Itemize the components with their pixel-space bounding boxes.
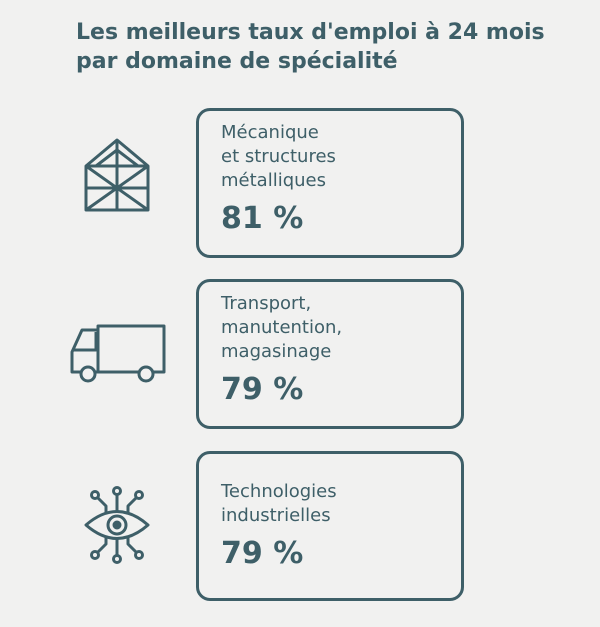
title-line-1: Les meilleurs taux d'emploi à 24 mois	[76, 20, 545, 45]
stat-card-technologies: Technologies industrielles 79 %	[196, 451, 464, 601]
stat-card-transport: Transport, manutention, magasinage 79 %	[196, 279, 464, 429]
stat-value: 79 %	[221, 536, 304, 571]
stat-value: 79 %	[221, 372, 304, 407]
stat-card-mecanique: Mécanique et structures métalliques 81 %	[196, 108, 464, 258]
eye-network-icon	[84, 486, 150, 564]
title-line-2: par domaine de spécialité	[76, 49, 398, 74]
stat-label: Technologies industrielles	[221, 481, 337, 526]
stat-value: 81 %	[221, 201, 304, 236]
stat-label: Transport, manutention, magasinage	[221, 293, 343, 362]
greenhouse-structure-icon	[84, 138, 150, 212]
page-title: Les meilleurs taux d'emploi à 24 mois pa…	[76, 18, 576, 76]
stat-label: Mécanique et structures métalliques	[221, 122, 336, 191]
truck-icon	[70, 324, 166, 383]
